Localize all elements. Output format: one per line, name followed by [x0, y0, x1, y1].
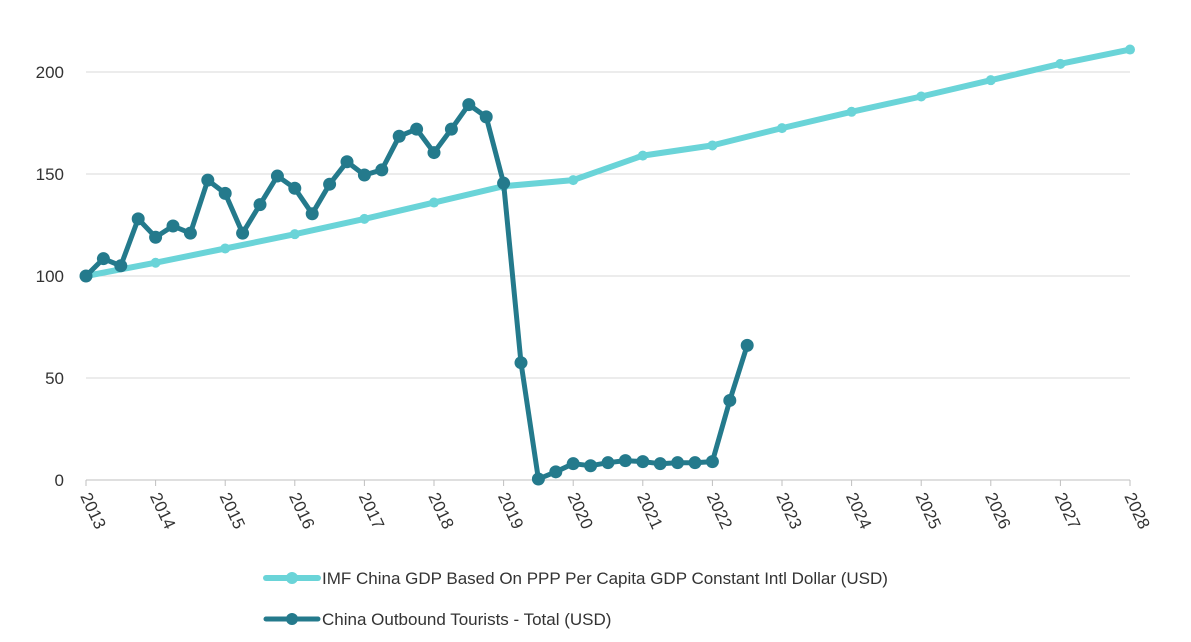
data-point	[288, 181, 302, 195]
data-point	[357, 168, 371, 182]
data-point	[1055, 58, 1066, 69]
data-point	[340, 155, 354, 169]
data-point	[114, 259, 128, 273]
data-point	[323, 177, 337, 191]
data-point	[444, 122, 458, 136]
legend-item-1: China Outbound Tourists - Total (USD)	[263, 610, 611, 629]
data-point	[375, 163, 389, 177]
data-point	[270, 169, 284, 183]
data-point	[707, 140, 718, 151]
y-tick-label: 0	[55, 471, 64, 490]
data-point	[637, 150, 648, 161]
y-tick-label: 150	[36, 165, 64, 184]
y-tick-label: 50	[45, 369, 64, 388]
data-point	[723, 393, 737, 407]
x-tick-label: 2028	[1120, 490, 1153, 532]
y-tick-label: 100	[36, 267, 64, 286]
data-point	[410, 122, 424, 136]
data-point	[671, 456, 685, 470]
series-1	[79, 98, 754, 486]
data-point	[636, 455, 650, 469]
data-point	[531, 472, 545, 486]
data-point	[568, 175, 579, 186]
data-point	[392, 129, 406, 143]
data-point	[359, 213, 370, 224]
data-point	[497, 176, 511, 190]
data-point	[289, 229, 300, 240]
data-point	[305, 207, 319, 221]
data-point	[150, 257, 161, 268]
x-tick-label: 2025	[912, 490, 945, 532]
data-point	[79, 269, 93, 283]
x-tick-label: 2021	[633, 490, 666, 532]
data-point	[462, 98, 476, 112]
data-point	[601, 456, 615, 470]
data-point	[846, 106, 857, 117]
data-point	[427, 146, 441, 160]
data-point	[688, 456, 702, 470]
data-point	[96, 252, 110, 266]
series-0	[81, 44, 1135, 281]
data-point	[549, 465, 563, 479]
x-tick-label: 2020	[564, 490, 597, 532]
x-tick-label: 2026	[981, 490, 1014, 532]
data-point	[1125, 44, 1135, 55]
data-point	[236, 226, 250, 240]
data-point	[253, 198, 267, 212]
data-point	[618, 454, 632, 468]
data-point	[566, 457, 580, 471]
x-tick-label: 2015	[216, 490, 249, 532]
x-tick-label: 2018	[424, 490, 457, 532]
y-tick-label: 200	[36, 63, 64, 82]
series-line	[83, 102, 750, 482]
data-point	[916, 91, 927, 102]
data-point	[131, 212, 145, 226]
data-point	[220, 243, 231, 254]
data-point	[429, 197, 439, 208]
legend-item-0: IMF China GDP Based On PPP Per Capita GD…	[263, 569, 888, 588]
data-point	[201, 173, 215, 187]
data-point	[740, 338, 754, 352]
legend-swatch-marker	[286, 572, 298, 584]
data-point	[777, 123, 787, 134]
legend-label: China Outbound Tourists - Total (USD)	[322, 610, 611, 629]
data-point	[479, 110, 493, 124]
data-point	[514, 356, 528, 370]
x-tick-label: 2022	[703, 490, 736, 532]
x-tick-label: 2023	[772, 490, 805, 532]
data-point	[705, 455, 719, 469]
x-tick-label: 2019	[494, 490, 527, 532]
data-point	[653, 457, 667, 471]
data-point	[183, 226, 197, 240]
x-tick-label: 2017	[355, 490, 388, 532]
data-point	[985, 75, 996, 86]
legend: IMF China GDP Based On PPP Per Capita GD…	[263, 569, 888, 629]
gridlines	[86, 71, 1130, 481]
data-point	[149, 230, 163, 244]
data-point	[218, 186, 232, 200]
legend-swatch-marker	[286, 613, 298, 625]
series-line	[83, 46, 1133, 279]
x-tick-label: 2013	[76, 490, 109, 532]
series-layer	[79, 44, 1135, 486]
data-point	[166, 219, 180, 233]
x-tick-label: 2024	[842, 490, 875, 532]
data-point	[584, 459, 598, 473]
x-tick-label: 2016	[285, 490, 318, 532]
x-tick-label: 2027	[1051, 490, 1084, 532]
legend-label: IMF China GDP Based On PPP Per Capita GD…	[322, 569, 888, 588]
x-tick-label: 2014	[146, 490, 179, 532]
